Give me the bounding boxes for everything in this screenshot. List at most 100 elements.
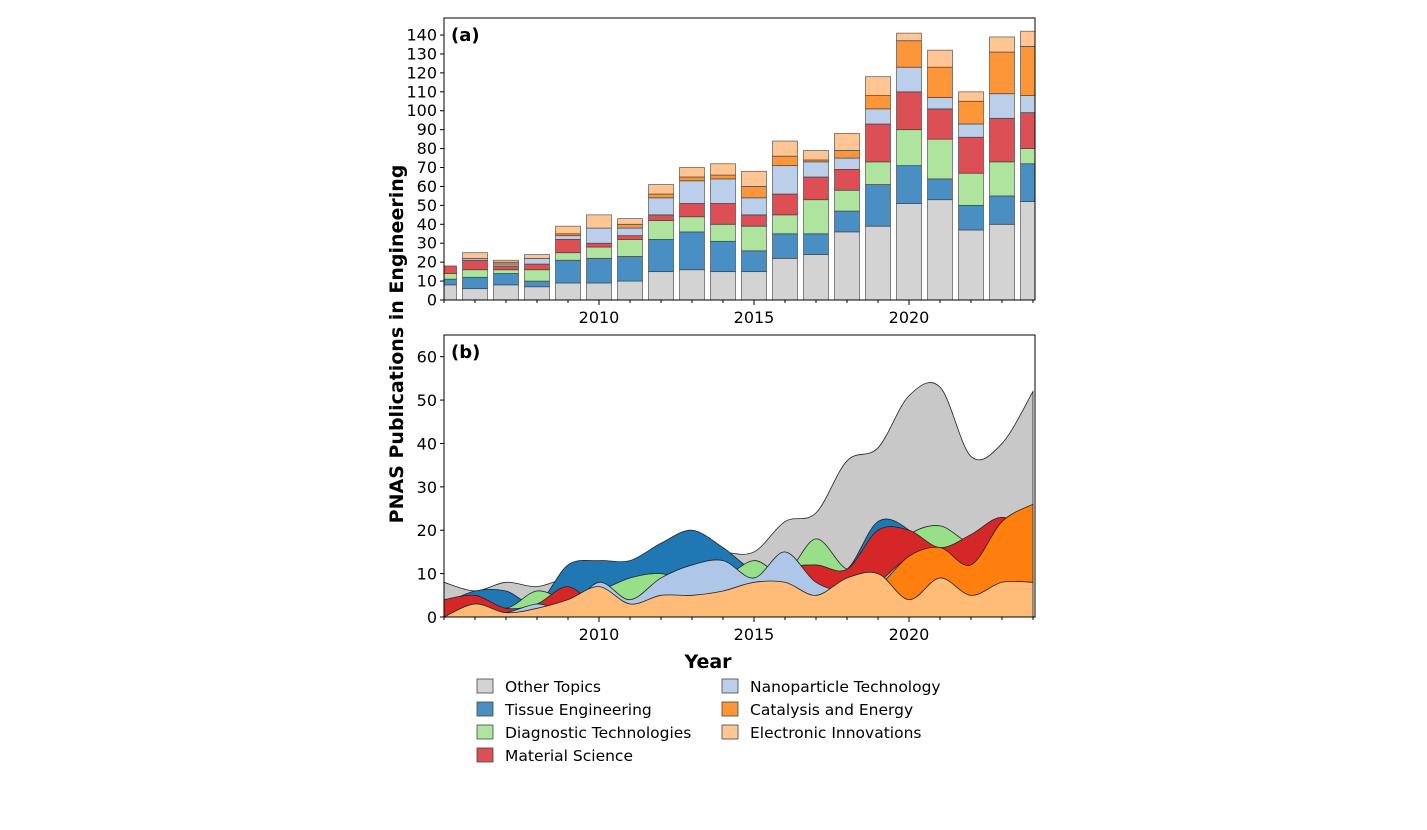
- y-tick-label: 50: [417, 196, 437, 215]
- bar-diagnostic-technologies-2019: [865, 161, 891, 185]
- x-tick-label: 2020: [889, 308, 930, 327]
- bar-nanoparticle-technology-2009: [555, 235, 581, 240]
- bar-material-science-2018: [834, 169, 860, 191]
- bar-material-science-2017: [803, 176, 829, 201]
- bar-electronic-innovations-2011: [617, 218, 643, 225]
- bar-diagnostic-technologies-2008: [524, 269, 550, 282]
- legend-item-nanoparticle-technology: Nanoparticle Technology: [721, 678, 941, 696]
- y-tick-label: 10: [417, 565, 437, 584]
- bar-other-topics-2013: [679, 269, 705, 300]
- bar-electronic-innovations-2006: [462, 252, 488, 259]
- bar-tissue-engineering-2009: [555, 259, 581, 284]
- bar-diagnostic-technologies-2005: [444, 273, 457, 280]
- bar-electronic-innovations-2020: [896, 32, 922, 42]
- bar-other-topics-2007: [493, 284, 519, 300]
- bar-other-topics-2016: [772, 257, 798, 300]
- bar-tissue-engineering-2010: [586, 257, 612, 284]
- bar-material-science-2009: [555, 239, 581, 254]
- legend-swatch: [476, 678, 494, 694]
- bar-tissue-engineering-2019: [865, 184, 891, 227]
- bar-diagnostic-technologies-2009: [555, 252, 581, 261]
- bar-catalysis-and-energy-2018: [834, 150, 860, 159]
- y-tick-label: 50: [417, 391, 437, 410]
- legend-label: Diagnostic Technologies: [505, 724, 691, 742]
- legend-label: Other Topics: [505, 678, 601, 696]
- bar-other-topics-2015: [741, 271, 767, 300]
- x-axis-label: Year: [683, 651, 732, 673]
- legend-swatch: [476, 701, 494, 717]
- bar-nanoparticle-technology-2024: [1020, 95, 1035, 114]
- bar-material-science-2007: [493, 265, 519, 271]
- bar-other-topics-2024: [1020, 201, 1035, 300]
- bar-nanoparticle-technology-2018: [834, 157, 860, 170]
- y-tick-label: 80: [417, 139, 437, 158]
- bar-other-topics-2010: [586, 282, 612, 300]
- bar-nanoparticle-technology-2008: [524, 257, 550, 265]
- bar-electronic-innovations-2012: [648, 184, 674, 195]
- bar-diagnostic-technologies-2007: [493, 269, 519, 274]
- y-tick-label: 120: [406, 63, 437, 82]
- legend-swatch: [721, 701, 739, 717]
- bar-other-topics-2020: [896, 203, 922, 300]
- bar-nanoparticle-technology-2014: [710, 178, 736, 204]
- bar-material-science-2019: [865, 123, 891, 163]
- panel-b: 0 10 20 30 40 50 60 2010 2015 2020 (b): [417, 334, 1036, 644]
- bar-other-topics-2019: [865, 225, 891, 300]
- bar-material-science-2015: [741, 214, 767, 227]
- bar-electronic-innovations-2009: [555, 225, 581, 235]
- bar-material-science-2022: [958, 136, 984, 174]
- bar-catalysis-and-energy-2012: [648, 193, 674, 199]
- bar-catalysis-and-energy-2019: [865, 95, 891, 110]
- bar-tissue-engineering-2007: [493, 273, 519, 286]
- bar-diagnostic-technologies-2023: [989, 161, 1015, 197]
- bar-electronic-innovations-2019: [865, 76, 891, 96]
- bar-material-science-2006: [462, 259, 488, 271]
- bar-other-topics-2006: [462, 288, 488, 300]
- bar-catalysis-and-energy-2013: [679, 176, 705, 182]
- y-tick-label: 90: [417, 120, 437, 139]
- y-tick-label: 40: [417, 434, 437, 453]
- bar-tissue-engineering-2021: [927, 178, 953, 201]
- bar-electronic-innovations-2016: [772, 140, 798, 157]
- bar-diagnostic-technologies-2006: [462, 269, 488, 278]
- bar-tissue-engineering-2023: [989, 195, 1015, 225]
- bar-nanoparticle-technology-2021: [927, 97, 953, 110]
- y-tick-label: 20: [417, 521, 437, 540]
- bar-catalysis-and-energy-2022: [958, 100, 984, 125]
- bar-diagnostic-technologies-2013: [679, 216, 705, 233]
- bar-other-topics-2009: [555, 282, 581, 300]
- bar-other-topics-2011: [617, 280, 643, 300]
- x-tick-label: 2010: [579, 308, 620, 327]
- axes-frame: [443, 334, 1036, 618]
- bar-material-science-2020: [896, 91, 922, 131]
- x-tick-label: 2010: [579, 625, 620, 644]
- bar-diagnostic-technologies-2015: [741, 225, 767, 252]
- bar-electronic-innovations-2010: [586, 214, 612, 229]
- bar-electronic-innovations-2018: [834, 133, 860, 151]
- y-tick-label: 100: [406, 101, 437, 120]
- bar-nanoparticle-technology-2016: [772, 165, 798, 195]
- bar-material-science-2021: [927, 108, 953, 140]
- legend-label: Tissue Engineering: [504, 701, 652, 719]
- bar-tissue-engineering-2006: [462, 276, 488, 290]
- legend-item-tissue-engineering: Tissue Engineering: [476, 701, 652, 719]
- bar-material-science-2023: [989, 117, 1015, 163]
- areas: [444, 382, 1034, 617]
- bar-electronic-innovations-2015: [741, 170, 767, 187]
- bar-nanoparticle-technology-2019: [865, 108, 891, 125]
- legend-swatch: [721, 678, 739, 694]
- legend-swatch: [476, 724, 494, 740]
- y-tick-label: 70: [417, 158, 437, 177]
- bar-diagnostic-technologies-2016: [772, 214, 798, 235]
- legend-label: Material Science: [505, 747, 633, 765]
- y-axis-label: PNAS Publications in Engineering: [386, 165, 408, 524]
- bar-material-science-2013: [679, 203, 705, 218]
- bar-electronic-innovations-2021: [927, 49, 953, 68]
- bar-nanoparticle-technology-2015: [741, 197, 767, 216]
- bar-other-topics-2022: [958, 229, 984, 300]
- bar-nanoparticle-technology-2022: [958, 123, 984, 138]
- bar-other-topics-2017: [803, 254, 829, 300]
